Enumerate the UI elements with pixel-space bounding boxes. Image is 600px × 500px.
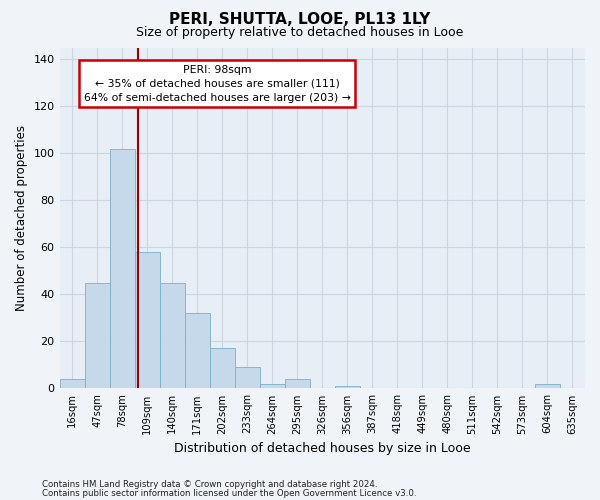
Bar: [209, 348, 235, 389]
Text: Contains public sector information licensed under the Open Government Licence v3: Contains public sector information licen…: [42, 489, 416, 498]
Bar: [110, 148, 134, 388]
Bar: [185, 313, 209, 388]
Bar: [85, 282, 110, 389]
Bar: [285, 379, 310, 388]
Text: Size of property relative to detached houses in Looe: Size of property relative to detached ho…: [136, 26, 464, 39]
Text: Contains HM Land Registry data © Crown copyright and database right 2024.: Contains HM Land Registry data © Crown c…: [42, 480, 377, 489]
X-axis label: Distribution of detached houses by size in Looe: Distribution of detached houses by size …: [174, 442, 470, 455]
Text: PERI: 98sqm
← 35% of detached houses are smaller (111)
64% of semi-detached hous: PERI: 98sqm ← 35% of detached houses are…: [84, 64, 350, 102]
Bar: [59, 379, 85, 388]
Text: PERI, SHUTTA, LOOE, PL13 1LY: PERI, SHUTTA, LOOE, PL13 1LY: [169, 12, 431, 26]
Bar: [134, 252, 160, 388]
Bar: [535, 384, 560, 388]
Bar: [235, 368, 260, 388]
Y-axis label: Number of detached properties: Number of detached properties: [15, 125, 28, 311]
Bar: [335, 386, 360, 388]
Bar: [160, 282, 185, 389]
Bar: [260, 384, 285, 388]
